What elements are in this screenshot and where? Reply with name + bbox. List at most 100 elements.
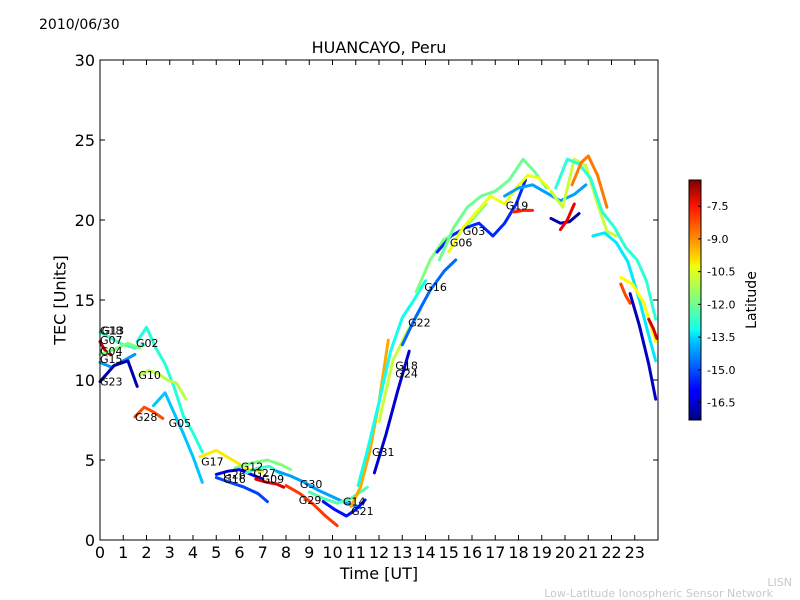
x-tick-label: 4: [188, 543, 198, 562]
colorbar-tick-label: -9.0: [707, 233, 728, 246]
x-tick-label: 17: [485, 543, 505, 562]
sat-label: G22: [408, 316, 431, 329]
series-g32: [570, 154, 609, 209]
x-tick-label: 14: [415, 543, 435, 562]
series-g21: [321, 498, 367, 518]
x-tick-label: 18: [508, 543, 528, 562]
sat-label: G29: [299, 494, 322, 507]
sat-label: G16: [424, 281, 447, 294]
sat-label: G24: [395, 368, 418, 381]
sat-label: G28: [135, 411, 158, 424]
series-g30: [275, 469, 362, 510]
x-tick-label: 13: [392, 543, 412, 562]
plot-frame: [99, 59, 659, 541]
sat-label: G12: [241, 460, 264, 473]
series-g09: [254, 477, 286, 489]
series-g04: [98, 341, 141, 356]
x-tick-label: 22: [601, 543, 621, 562]
series-g25: [503, 183, 588, 203]
x-tick-label: 23: [625, 543, 645, 562]
chart-title: HUANCAYO, Peru: [311, 38, 447, 57]
series-g22: [356, 279, 427, 488]
series-g10: [138, 368, 188, 401]
sat-label: G21: [351, 505, 374, 518]
sat-label: G10: [138, 369, 161, 382]
x-tick-label: 1: [118, 543, 128, 562]
x-tick-label: 7: [258, 543, 268, 562]
sat-label: G15: [100, 353, 123, 366]
x-tick-label: 11: [346, 543, 366, 562]
x-tick-label: 2: [141, 543, 151, 562]
series-g28: [133, 405, 165, 420]
footer-credit-short: LISN: [767, 576, 792, 589]
series-g20: [554, 157, 658, 321]
colorbar-ticks: -7.5 -9.0 -10.5 -12.0 -13.5 -15.0 -16.5: [698, 200, 735, 410]
series-g36: [619, 276, 658, 344]
sat-label: G04: [100, 345, 123, 358]
series-g26: [214, 476, 269, 504]
colorbar-tick-label: -13.5: [707, 331, 735, 344]
sat-label: G31: [372, 446, 395, 459]
date-stamp: 2010/06/30: [39, 17, 120, 33]
sat-label: G17: [201, 456, 224, 469]
series-g39: [647, 317, 659, 340]
series-g16: [214, 468, 265, 481]
x-tick-label: 0: [95, 543, 105, 562]
sat-label: G06: [450, 236, 473, 249]
x-tick-label: 15: [439, 543, 459, 562]
sat-label: G07: [100, 334, 123, 347]
series-g14: [307, 485, 369, 505]
x-tick-label: 16: [462, 543, 482, 562]
y-tick-label: 15: [75, 291, 95, 310]
x-tick-label: 6: [234, 543, 244, 562]
x-axis-label: Time [UT]: [339, 564, 419, 583]
colorbar-tick-label: -10.5: [707, 266, 735, 279]
sat-label: G30: [300, 478, 323, 491]
colorbar-tick-label: -7.5: [707, 200, 728, 213]
colorbar-tick-label: -12.0: [707, 298, 735, 311]
series-g03: [435, 178, 527, 254]
series-g11: [437, 157, 548, 262]
series-g31: [349, 338, 390, 508]
colorbar-tick-label: -16.5: [707, 397, 735, 410]
axes: 0 1 2 3 4 5 6 7 8 9 10 11 12 13 14 15 16 17 18 19 20 21 22 2305…: [75, 51, 658, 562]
series-g34: [558, 202, 576, 232]
series-g35: [591, 231, 658, 363]
sat-label: G05: [169, 417, 192, 430]
series-g01: [549, 157, 618, 238]
colorbar: [688, 179, 702, 421]
series-g24: [372, 349, 411, 475]
sat-label: G13: [102, 324, 125, 337]
x-tick-label: 10: [322, 543, 342, 562]
sat-label: G16: [223, 473, 246, 486]
sat-label: G14: [343, 496, 366, 509]
sat-label: G27: [253, 467, 276, 480]
x-tick-label: 3: [165, 543, 175, 562]
series-g16: [400, 258, 458, 347]
sat-label: G09: [262, 473, 285, 486]
series-g23: [98, 359, 139, 388]
y-tick-label: 5: [85, 451, 95, 470]
series-g38: [628, 292, 658, 401]
sat-label: G26: [223, 468, 246, 481]
sat-label: G19: [506, 200, 529, 213]
x-tick-label: 12: [369, 543, 389, 562]
series-g07: [98, 340, 112, 356]
x-tick-label: 5: [211, 543, 221, 562]
sat-label: G03: [463, 225, 486, 238]
sat-label: G18: [100, 324, 123, 337]
series-g05: [152, 391, 204, 484]
series-g12: [233, 458, 293, 472]
x-tick-label: 8: [281, 543, 291, 562]
y-tick-label: 0: [85, 531, 95, 550]
sat-label: G23: [100, 376, 123, 389]
series-layer: [98, 154, 659, 528]
sat-label: G02: [136, 337, 159, 350]
y-tick-label: 10: [75, 371, 95, 390]
series-g37: [619, 282, 632, 305]
y-tick-label: 30: [75, 51, 95, 70]
footer-credit-full: Low-Latitude Ionospheric Sensor Network: [544, 587, 773, 600]
x-tick-label: 21: [578, 543, 598, 562]
series-g19: [512, 208, 534, 214]
